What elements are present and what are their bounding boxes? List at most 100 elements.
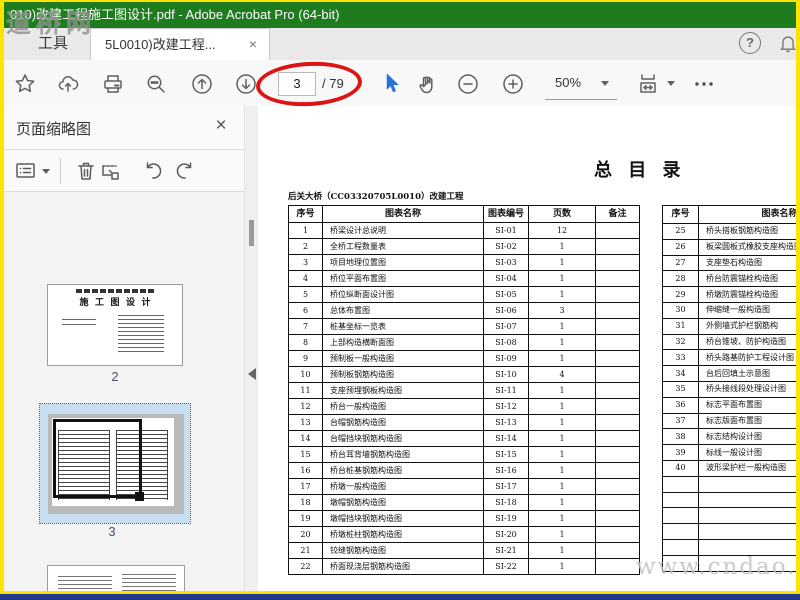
zoom-level-control[interactable]: 50% [545,68,617,100]
table-row: 25 桥头搭板钢筋构造图 [662,223,796,240]
rotate-counterclockwise-icon[interactable] [141,159,165,183]
table-cell: 32 [662,333,699,351]
table-row: 32 桥台锥坡、防护构造图 [662,333,796,351]
thumbnail-options-icon[interactable] [14,159,38,183]
table-header-cell: 图表编号 [483,205,529,223]
table-row: 19 墩帽挡块钢筋构造图 SI-19 1 [288,510,640,527]
panel-title: 页面缩略图 [16,121,92,138]
selection-cursor-icon[interactable] [380,72,404,96]
share-upload-icon[interactable] [56,72,80,96]
table-cell [698,475,796,493]
table-row: 36 标志平面布置图 [662,396,796,414]
delete-pages-icon[interactable] [74,159,98,183]
table-cell: 33 [662,349,699,367]
tab-close-icon[interactable]: × [248,36,258,52]
tab-tools[interactable]: 工具 [37,35,68,52]
table-cell: 1 [528,430,596,447]
thumb3-viewport-rect[interactable] [53,419,142,498]
panel-close-icon[interactable]: × [215,115,227,136]
table-cell: 1 [528,382,596,399]
thumb3-viewport-handle[interactable] [135,492,144,501]
table-cell: 39 [662,444,699,461]
thumb4-text-lines [58,576,112,591]
fit-dropdown-caret-icon[interactable] [667,81,675,86]
page-thumbnail-3-selected[interactable] [39,403,191,524]
page-thumbnail-4[interactable] [47,565,185,591]
document-view[interactable]: 总 目 录 后关大桥（CC03320705L0010）改建工程 序号 图表名称 图表… [258,106,796,591]
next-page-icon[interactable] [234,72,258,96]
hand-tool-icon[interactable] [416,72,440,96]
window-title: 010)改建工程施工图设计.pdf - Adobe Acrobat Pro (6… [10,7,340,22]
zoom-out-icon[interactable] [456,72,480,96]
table-row: 26 板梁圆板式橡胶支座构造图 [662,238,796,256]
table-cell [698,538,796,556]
fit-width-icon[interactable] [636,72,660,96]
table-cell [662,507,699,525]
search-icon[interactable] [144,72,168,96]
table-cell: 7 [288,318,323,335]
table-cell: 标志结构设计图 [698,428,796,446]
table-cell: 1 [528,270,596,287]
table-cell: 桥位纵断面设计图 [322,286,484,303]
extract-pages-icon[interactable] [99,159,123,183]
table-cell: 11 [288,382,323,399]
table-cell [595,270,640,287]
table-cell: 桥台耳背墙钢筋构造图 [322,446,484,463]
table-cell [595,318,640,335]
tab-document[interactable]: 5L0010)改建工程... × [90,28,270,60]
panel-collapse-icon[interactable] [248,368,256,380]
table-row: 29 桥墩防震锚栓构造图 [662,286,796,303]
table-cell: 19 [288,510,323,527]
table-cell [595,478,640,495]
table-cell: 1 [528,526,596,543]
table-cell: 18 [288,494,323,511]
page-thumbnail-2[interactable]: 施 工 图 设 计 [47,284,183,366]
table-cell: SI-19 [483,510,529,527]
table-cell: SI-16 [483,462,529,479]
options-caret-icon[interactable] [42,169,50,174]
table-cell: 桥头搭板钢筋构造图 [698,223,796,240]
table-cell: SI-20 [483,526,529,543]
table-cell [595,462,640,479]
tab-document-label: 5L0010)改建工程... [105,37,216,52]
right-table: 序号 图表名称 25 桥头搭板钢筋构造图 26 板梁圆板式橡胶支座构造图 27 支座垫石构造图… [662,205,796,572]
print-icon[interactable] [101,72,125,96]
star-favorites-icon[interactable] [13,72,37,96]
notification-bell-icon[interactable] [777,32,796,54]
thumb4-text-lines [122,574,176,591]
table-cell: 37 [662,412,699,430]
more-tools-icon[interactable] [692,72,716,96]
table-cell: SI-10 [483,366,529,383]
table-cell [662,491,699,509]
table-cell [595,334,640,351]
table-cell: 30 [662,301,699,319]
table-cell: 标线一般设计图 [698,444,796,461]
table-cell: 5 [288,286,323,303]
table-cell: 4 [528,366,596,383]
table-cell: 墩帽挡块钢筋构造图 [322,510,484,527]
table-cell [595,382,640,399]
zoom-dropdown-caret-icon[interactable] [601,81,609,86]
panel-scrollbar-thumb[interactable] [249,220,254,246]
table-cell: 34 [662,365,699,382]
table-row: 7 桩基坐标一览表 SI-07 1 [288,318,640,335]
table-cell: 预制板一般构造图 [322,350,484,367]
panel-scrollbar[interactable] [244,106,258,591]
table-row: 5 桥位纵断面设计图 SI-05 1 [288,286,640,303]
table-row: 10 预制板钢筋构造图 SI-10 4 [288,366,640,383]
table-header-row: 序号 图表名称 图表编号 页数 备注 [288,205,640,223]
table-cell: 1 [288,222,323,239]
help-icon[interactable]: ? [739,32,761,54]
rotate-clockwise-icon[interactable] [173,159,197,183]
table-header-cell: 序号 [288,205,323,223]
panel-toolbar [4,150,244,192]
watermark-top: 道桥网 [6,9,97,38]
table-row [662,554,796,572]
thumbnails-list: 施 工 图 设 计 2 3 [4,192,244,591]
table-cell: 桥位平面布置图 [322,270,484,287]
previous-page-icon[interactable] [190,72,214,96]
table-cell: 标志平面布置图 [698,396,796,414]
table-cell: SI-13 [483,414,529,431]
page-number-input[interactable]: 3 [278,72,316,96]
zoom-in-icon[interactable] [501,72,525,96]
